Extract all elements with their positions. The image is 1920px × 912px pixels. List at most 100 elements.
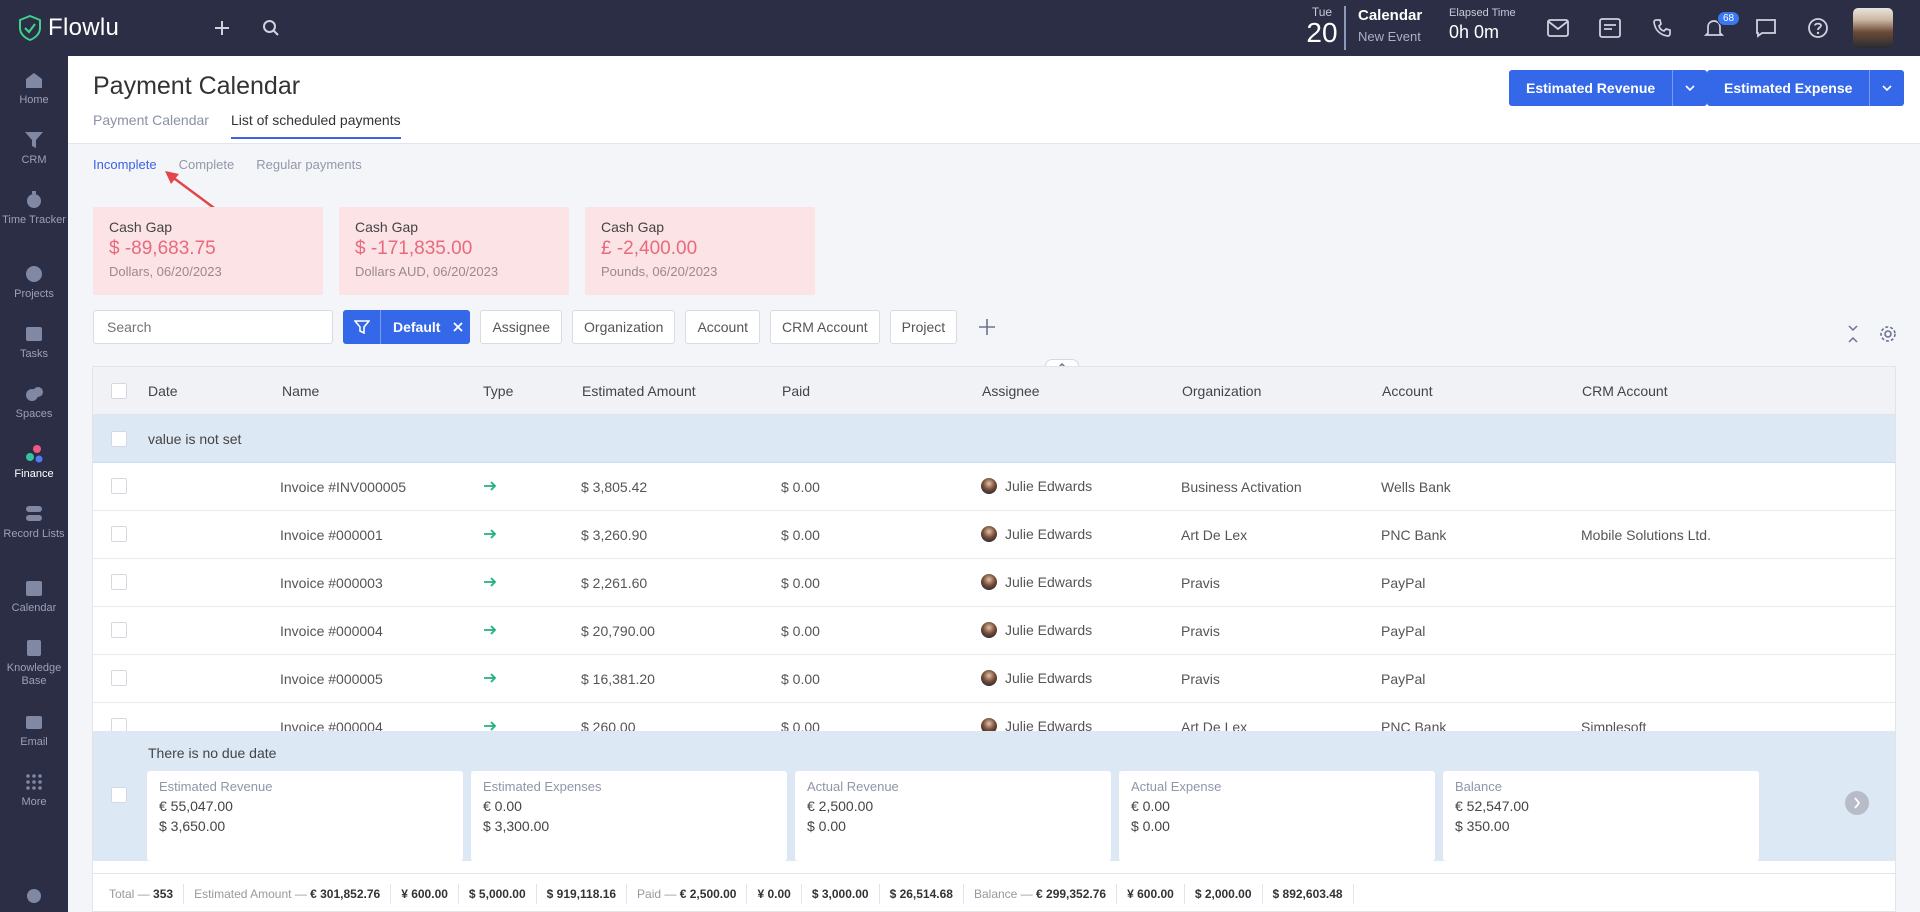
totals-value: € 299,352.76 xyxy=(1036,886,1107,901)
elapsed-time-widget[interactable]: Elapsed Time 0h 0m xyxy=(1449,7,1516,43)
row-organization[interactable]: Art De Lex xyxy=(1181,527,1248,543)
estimated-revenue-dropdown[interactable] xyxy=(1672,70,1707,106)
row-assignee[interactable]: Julie Edwards xyxy=(981,670,1092,686)
filter-account[interactable]: Account xyxy=(685,310,761,344)
row-assignee[interactable]: Julie Edwards xyxy=(981,478,1092,494)
col-crm-account[interactable]: CRM Account xyxy=(1582,383,1668,399)
col-date[interactable]: Date xyxy=(148,383,178,399)
settings-gear-icon[interactable] xyxy=(1878,324,1898,344)
sidebar-item-record-lists[interactable]: Record Lists xyxy=(0,504,68,541)
default-filter[interactable]: Default xyxy=(343,310,471,344)
tab-scheduled-payments[interactable]: List of scheduled payments xyxy=(230,112,401,139)
row-name[interactable]: Invoice #000003 xyxy=(280,575,383,591)
mail-icon[interactable] xyxy=(1546,16,1570,40)
col-account[interactable]: Account xyxy=(1382,383,1433,399)
totals-value: $ 892,603.48 xyxy=(1272,886,1343,901)
row-organization[interactable]: Pravis xyxy=(1181,575,1220,591)
row-organization[interactable]: Pravis xyxy=(1181,623,1220,639)
filter-crm-account[interactable]: CRM Account xyxy=(770,310,880,344)
row-name[interactable]: Invoice #INV000005 xyxy=(280,479,407,495)
sidebar-item-spaces[interactable]: Spaces xyxy=(0,384,68,421)
row-checkbox[interactable] xyxy=(111,526,127,542)
estimated-expense-dropdown[interactable] xyxy=(1869,70,1904,106)
sidebar-item-email[interactable]: Email xyxy=(0,712,68,749)
group-row[interactable]: value is not set xyxy=(93,415,1895,463)
new-event-link[interactable]: New Event xyxy=(1358,29,1421,44)
row-assignee[interactable]: Julie Edwards xyxy=(981,622,1092,638)
row-checkbox[interactable] xyxy=(111,622,127,638)
filter-icon[interactable] xyxy=(343,310,381,344)
search-icon[interactable] xyxy=(259,16,283,40)
row-name[interactable]: Invoice #000004 xyxy=(280,623,383,639)
elapsed-time-label: Elapsed Time xyxy=(1449,7,1516,19)
table-row[interactable]: Invoice #000005 $ 16,381.20 $ 0.00 Julie… xyxy=(93,655,1895,703)
sidebar-item-knowledge-base[interactable]: Knowledge Base xyxy=(0,638,68,688)
filter-project[interactable]: Project xyxy=(889,310,958,344)
sidebar-item-projects[interactable]: Projects xyxy=(0,264,68,301)
estimated-expense-button[interactable]: Estimated Expense xyxy=(1724,80,1853,96)
table-row[interactable]: Invoice #000001 $ 3,260.90 $ 0.00 Julie … xyxy=(93,511,1895,559)
estimated-revenue-button[interactable]: Estimated Revenue xyxy=(1526,80,1656,96)
subtab-regular-payments[interactable]: Regular payments xyxy=(256,157,362,172)
sidebar-item-home[interactable]: Home xyxy=(0,70,68,107)
sidebar-item-time-tracker[interactable]: Time Tracker xyxy=(0,190,68,227)
summary-next-button[interactable] xyxy=(1845,791,1869,815)
row-organization[interactable]: Pravis xyxy=(1181,671,1220,687)
sidebar-item-tasks[interactable]: Tasks xyxy=(0,324,68,361)
group-checkbox[interactable] xyxy=(111,787,127,803)
col-assignee[interactable]: Assignee xyxy=(982,383,1040,399)
close-icon[interactable] xyxy=(448,321,470,333)
group-checkbox[interactable] xyxy=(111,431,127,447)
table-row[interactable]: Invoice #INV000005 $ 3,805.42 $ 0.00 Jul… xyxy=(93,463,1895,511)
row-checkbox[interactable] xyxy=(111,574,127,590)
row-assignee[interactable]: Julie Edwards xyxy=(981,574,1092,590)
sidebar-item-calendar[interactable]: Calendar xyxy=(0,578,68,615)
cash-gap-date: Pounds, 06/20/2023 xyxy=(601,264,718,279)
cash-gap-card[interactable]: Cash Gap $ -171,835.00 Dollars AUD, 06/2… xyxy=(339,207,569,295)
subtab-complete[interactable]: Complete xyxy=(178,157,235,172)
search-input[interactable] xyxy=(93,310,333,344)
phone-icon[interactable] xyxy=(1650,16,1674,40)
row-organization[interactable]: Business Activation xyxy=(1181,479,1302,495)
notes-icon[interactable] xyxy=(1598,16,1622,40)
filter-assignee[interactable]: Assignee xyxy=(480,310,563,344)
sidebar-item-crm[interactable]: CRM xyxy=(0,130,68,167)
summary-card-estimated-revenue: Estimated Revenue € 55,047.00 $ 3,650.00 xyxy=(147,771,463,861)
col-name[interactable]: Name xyxy=(282,383,320,399)
filter-organization[interactable]: Organization xyxy=(572,310,676,344)
bell-icon[interactable] xyxy=(1702,16,1726,40)
assignee-name: Julie Edwards xyxy=(1005,478,1093,494)
cash-gap-card[interactable]: Cash Gap $ -89,683.75 Dollars, 06/20/202… xyxy=(93,207,323,295)
tab-payment-calendar[interactable]: Payment Calendar xyxy=(93,112,209,128)
col-estimated-amount[interactable]: Estimated Amount xyxy=(582,383,696,399)
date-widget[interactable]: Tue 20 xyxy=(1300,6,1346,50)
chat-icon[interactable] xyxy=(1754,16,1778,40)
logo[interactable]: Flowlu xyxy=(18,14,119,42)
calendar-widget[interactable]: Calendar New Event xyxy=(1358,7,1422,44)
sidebar-item-more[interactable]: More xyxy=(0,772,68,809)
subtab-incomplete[interactable]: Incomplete xyxy=(93,157,157,172)
add-filter-icon[interactable] xyxy=(977,317,997,337)
help-icon[interactable] xyxy=(1806,16,1830,40)
cash-gap-card[interactable]: Cash Gap £ -2,400.00 Pounds, 06/20/2023 xyxy=(585,207,815,295)
add-icon[interactable] xyxy=(210,16,234,40)
table-row[interactable]: Invoice #000004 $ 20,790.00 $ 0.00 Julie… xyxy=(93,607,1895,655)
select-all-checkbox[interactable] xyxy=(111,383,127,399)
row-checkbox[interactable] xyxy=(111,670,127,686)
sidebar-collapse[interactable] xyxy=(0,886,68,910)
page-header: Payment Calendar Payment Calendar List o… xyxy=(68,56,1920,144)
collapse-arrows-icon[interactable] xyxy=(1846,324,1860,344)
row-name[interactable]: Invoice #000005 xyxy=(280,671,383,687)
col-organization[interactable]: Organization xyxy=(1182,383,1262,399)
sidebar-item-finance[interactable]: Finance xyxy=(0,444,68,481)
user-avatar[interactable] xyxy=(1853,8,1893,48)
summary-value: € 0.00 xyxy=(1131,798,1170,814)
row-checkbox[interactable] xyxy=(111,478,127,494)
row-assignee[interactable]: Julie Edwards xyxy=(981,718,1092,734)
col-paid[interactable]: Paid xyxy=(782,383,811,399)
table-row[interactable]: Invoice #000003 $ 2,261.60 $ 0.00 Julie … xyxy=(93,559,1895,607)
row-crm-account[interactable]: Mobile Solutions Ltd. xyxy=(1581,527,1711,543)
row-assignee[interactable]: Julie Edwards xyxy=(981,526,1092,542)
col-type[interactable]: Type xyxy=(483,383,514,399)
row-name[interactable]: Invoice #000001 xyxy=(280,527,383,543)
